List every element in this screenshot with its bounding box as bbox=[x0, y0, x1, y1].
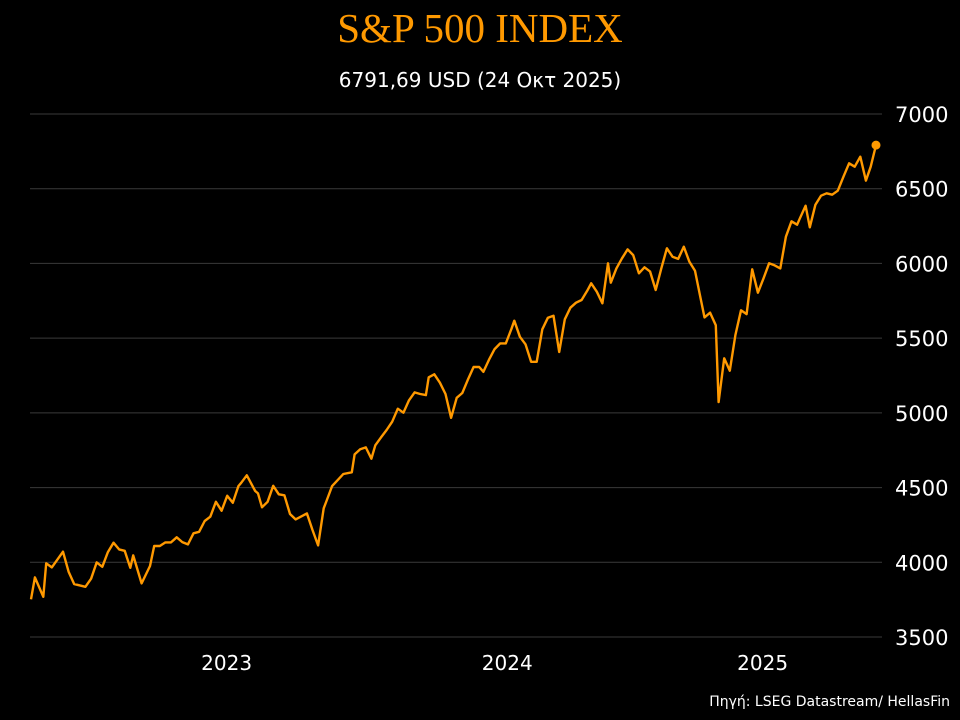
last-value-marker bbox=[871, 140, 881, 150]
x-tick-label: 2024 bbox=[482, 651, 533, 675]
y-tick-label: 6000 bbox=[895, 252, 948, 276]
chart-title: S&P 500 INDEX bbox=[337, 5, 623, 51]
y-tick-label: 5000 bbox=[895, 402, 948, 426]
y-tick-label: 4000 bbox=[895, 551, 948, 575]
y-tick-label: 5500 bbox=[895, 327, 948, 351]
y-tick-label: 3500 bbox=[895, 626, 948, 650]
y-tick-label: 4500 bbox=[895, 477, 948, 501]
source-note: Πηγή: LSEG Datastream/ HellasFin bbox=[709, 694, 950, 710]
gridlines bbox=[30, 113, 882, 638]
y-axis: 3500 4000 4500 5000 5500 6000 6500 7000 bbox=[895, 103, 948, 650]
series bbox=[29, 140, 881, 600]
x-axis: 2023 2024 2025 bbox=[201, 651, 788, 675]
chart-subtitle: 6791,69 USD (24 Οκτ 2025) bbox=[338, 68, 622, 92]
y-tick-label: 7000 bbox=[895, 103, 948, 127]
series-line bbox=[29, 144, 878, 600]
x-tick-label: 2025 bbox=[737, 651, 788, 675]
x-tick-label: 2023 bbox=[201, 651, 252, 675]
y-tick-label: 6500 bbox=[895, 178, 948, 202]
